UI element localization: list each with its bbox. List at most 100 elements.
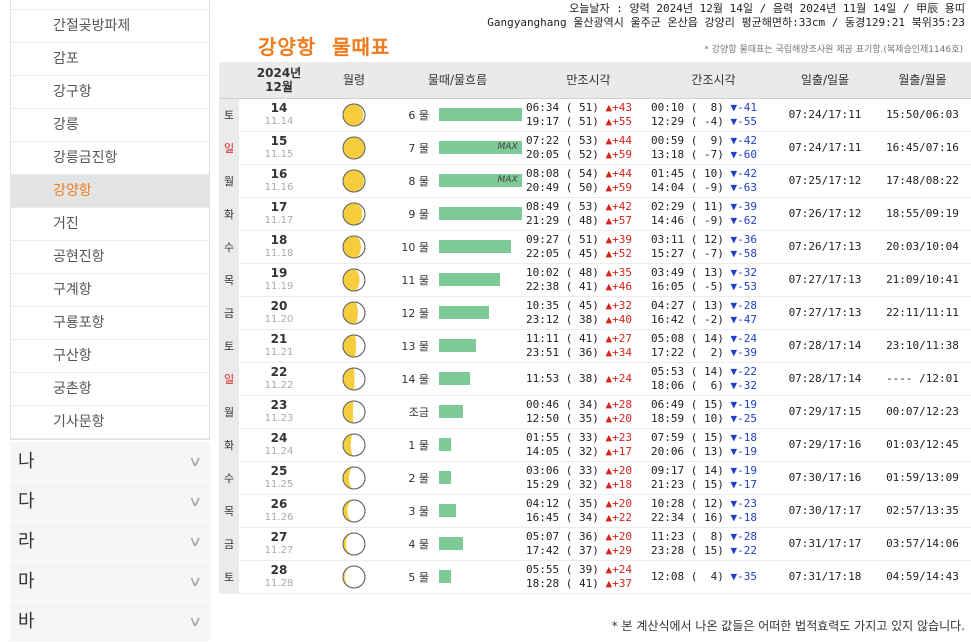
down-arrow-icon: ▼ — [730, 232, 738, 246]
harbor-item[interactable]: 거진 — [11, 208, 209, 241]
moon-cell — [319, 329, 389, 363]
harbor-item[interactable]: 강릉금진항 — [11, 142, 209, 175]
harbor-item[interactable]: 구룡포항 — [11, 307, 209, 340]
tide-diff: -25 — [737, 411, 757, 425]
tide-entry: 09:17 ( 14) ▼-19 — [651, 464, 776, 478]
date-cell: 18 11.18 — [239, 230, 319, 264]
tide-time: 09:27 — [526, 232, 560, 246]
tide-entry: 11:53 ( 38) ▲+24 — [526, 372, 651, 386]
solar-day: 24 — [270, 430, 288, 445]
moon-cell — [319, 296, 389, 330]
low-tide-cell: 01:45 ( 10) ▼-42 14:04 ( -9) ▼-63 — [651, 164, 776, 198]
consonant-group[interactable]: 다 ∨ — [10, 482, 210, 522]
tide-time: 15:27 — [651, 246, 685, 260]
date-cell: 26 11.26 — [239, 494, 319, 528]
tide-diff: +34 — [612, 345, 632, 359]
tide-time: 07:59 — [651, 430, 685, 444]
tide-time: 22:05 — [526, 246, 560, 260]
tide-entry: 11:23 ( 8) ▼-28 — [651, 530, 776, 544]
tide-time: 22:38 — [526, 279, 560, 293]
tide-diff: -19 — [737, 397, 757, 411]
tide-height: ( 38) — [565, 312, 599, 326]
tide-time: 18:28 — [526, 576, 560, 590]
tide-time: 19:17 — [526, 114, 560, 128]
tide-time: 08:08 — [526, 166, 560, 180]
tide-height: ( 8) — [690, 529, 724, 543]
consonant-group[interactable]: 라 ∨ — [10, 522, 210, 562]
consonant-group[interactable]: 바 ∨ — [10, 602, 210, 642]
tide-entry: 16:42 ( -2) ▼-47 — [651, 313, 776, 327]
table-row: 일 15 11.15 7 물 MAX 07:22 ( 53) ▲+44 20:05 ( 52… — [219, 131, 971, 165]
month-label: 12월 — [265, 79, 293, 94]
tide-height: ( 54) — [565, 166, 599, 180]
tide-entry: 04:27 ( 13) ▼-28 — [651, 299, 776, 313]
tide-height: ( -5) — [690, 279, 724, 293]
tide-diff: -18 — [737, 510, 757, 524]
date-cell: 20 11.20 — [239, 296, 319, 330]
down-arrow-icon: ▼ — [730, 477, 738, 491]
harbor-item[interactable]: 기사문항 — [11, 406, 209, 439]
tide-entry: 20:06 ( 13) ▼-19 — [651, 445, 776, 459]
moon-phase-icon — [342, 466, 366, 489]
flow-bar-cell — [439, 230, 526, 264]
harbor-item[interactable]: 간절곶방파제 — [11, 10, 209, 43]
flow-bar-cell — [439, 560, 526, 594]
chevron-down-icon: ∨ — [187, 614, 203, 630]
table-row: 일 22 11.22 14 물 11:53 ( 38) ▲+24 05:53 ( 14) … — [219, 362, 971, 396]
high-tide-cell: 01:55 ( 33) ▲+23 14:05 ( 32) ▲+17 — [526, 428, 651, 462]
flow-bar-cell — [439, 296, 526, 330]
table-row: 금 20 11.20 12 물 10:35 ( 45) ▲+32 23:12 ( 38) … — [219, 296, 971, 330]
tide-diff: -55 — [737, 114, 757, 128]
tide-entry: 12:50 ( 35) ▲+20 — [526, 412, 651, 426]
sunrise-sunset: 07:26/17:13 — [776, 230, 874, 264]
low-tide-cell: 05:08 ( 14) ▼-24 17:22 ( 2) ▼-39 — [651, 329, 776, 363]
tide-time: 04:27 — [651, 298, 685, 312]
high-tide-header: 만조시각 — [526, 62, 651, 99]
consonant-group[interactable]: 마 ∨ — [10, 562, 210, 602]
flow-bar-cell — [439, 494, 526, 528]
tide-diff: -63 — [737, 180, 757, 194]
tide-height: ( 37) — [565, 543, 599, 557]
flow-bar — [439, 273, 500, 286]
sunrise-sunset: 07:25/17:12 — [776, 164, 874, 198]
flow-bar-cell: MAX — [439, 164, 526, 198]
flow-bar — [439, 504, 457, 517]
flow-name: 8 물 — [389, 164, 439, 198]
tide-time: 00:46 — [526, 397, 560, 411]
moon-cell — [319, 263, 389, 297]
sunrise-sunset: 07:28/17:14 — [776, 329, 874, 363]
tide-entry: 07:22 ( 53) ▲+44 — [526, 134, 651, 148]
harbor-item[interactable]: 강릉 — [11, 109, 209, 142]
harbor-item[interactable]: 구계항 — [11, 274, 209, 307]
legal-notice: * 본 계산식에서 나온 값들은 어떠한 법적효력도 가지고 있지 않습니다. — [611, 619, 965, 633]
moon-phase-icon — [342, 334, 366, 357]
tide-diff: +44 — [612, 133, 632, 147]
moonrise-moonset: 03:57/14:06 — [874, 527, 971, 561]
tide-diff: +55 — [612, 114, 632, 128]
tide-diff: +57 — [612, 213, 632, 227]
moon-cell — [319, 164, 389, 198]
tide-entry: 06:49 ( 15) ▼-19 — [651, 398, 776, 412]
tide-time: 21:29 — [526, 213, 560, 227]
high-tide-cell: 06:34 ( 51) ▲+43 19:17 ( 51) ▲+55 — [526, 98, 651, 132]
harbor-item[interactable]: 구산항 — [11, 340, 209, 373]
harbor-item[interactable]: 강양항 — [11, 175, 209, 208]
lunar-date: 11.18 — [264, 247, 294, 259]
high-tide-cell: 08:49 ( 53) ▲+42 21:29 ( 48) ▲+57 — [526, 197, 651, 231]
tide-height: ( 12) — [690, 232, 724, 246]
tide-time: 20:05 — [526, 147, 560, 161]
harbor-item[interactable]: 감포 — [11, 43, 209, 76]
tide-entry: 11:11 ( 41) ▲+27 — [526, 332, 651, 346]
weekday-header — [219, 62, 239, 99]
harbor-item[interactable]: 궁촌항 — [11, 373, 209, 406]
moon-cell — [319, 494, 389, 528]
sunrise-sunset: 07:31/17:18 — [776, 560, 874, 594]
year-label: 2024년 — [256, 65, 302, 80]
harbor-item[interactable]: 강구항 — [11, 76, 209, 109]
consonant-group[interactable]: 나 ∨ — [10, 442, 210, 482]
harbor-item[interactable]: 공현진항 — [11, 241, 209, 274]
weekday-cell: 화 — [219, 197, 239, 231]
tide-entry: 23:12 ( 38) ▲+40 — [526, 313, 651, 327]
tide-time: 12:08 — [651, 569, 685, 583]
tide-diff: +22 — [612, 510, 632, 524]
